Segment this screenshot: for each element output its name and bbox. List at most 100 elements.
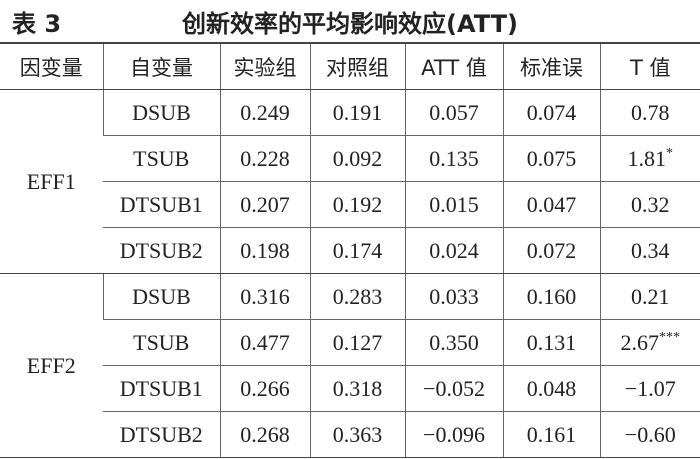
value-cell: 0.249 (219, 89, 310, 136)
value-cell: −1.07 (599, 365, 700, 412)
value-text: 0.363 (332, 421, 383, 447)
value-cell: 0.318 (309, 365, 405, 412)
table-body: EFF1 DSUB 0.249 0.191 0.057 0.074 0.78 TSUB 0.22… (0, 89, 700, 458)
value-cell: 0.192 (309, 181, 405, 228)
value-cell: 0.160 (502, 273, 600, 320)
value-text: 0.057 (429, 99, 479, 125)
value-cell: 0.127 (309, 319, 405, 366)
column-header: ATT 值 (404, 42, 503, 90)
variable-cell: DTSUB2 (103, 227, 220, 274)
value-cell: 0.074 (502, 89, 600, 136)
value-text: 0.192 (332, 191, 383, 217)
table-row: TSUB 0.228 0.092 0.135 0.075 1.81* (0, 135, 700, 182)
value-text: 0.32 (631, 191, 670, 217)
value-cell: 0.161 (502, 411, 600, 458)
variable-cell: TSUB (103, 319, 220, 366)
value-text: 0.316 (240, 283, 290, 309)
value-text: 0.015 (429, 191, 479, 217)
value-cell: 0.048 (502, 365, 600, 412)
title-bar: 创新效率的平均影响效应(ATT) 表 3 (0, 0, 700, 42)
table-row: DTSUB2 0.268 0.363 −0.096 0.161 −0.60 (0, 411, 700, 458)
value-text: 0.092 (332, 145, 383, 171)
value-text: 0.072 (526, 237, 577, 263)
table-label: 表 3 (12, 10, 62, 38)
value-cell: 0.198 (219, 227, 310, 274)
value-cell: 0.477 (219, 319, 310, 366)
value-text: −1.07 (624, 375, 676, 401)
value-cell: 0.174 (309, 227, 405, 274)
value-cell: 0.033 (404, 273, 503, 320)
value-text: 2.67 (620, 329, 660, 355)
value-cell: 0.207 (219, 181, 310, 228)
variable-cell: DTSUB1 (103, 181, 220, 228)
value-text: 0.161 (526, 421, 577, 447)
table-row: DTSUB2 0.198 0.174 0.024 0.072 0.34 (0, 227, 700, 274)
value-text: 0.135 (429, 145, 479, 171)
variable-cell: TSUB (103, 135, 220, 182)
value-text: 0.249 (240, 99, 290, 125)
value-cell: 2.67*** (599, 319, 700, 366)
value-cell: 0.092 (309, 135, 405, 182)
value-text: 0.207 (240, 191, 290, 217)
value-cell: 0.32 (599, 181, 700, 228)
value-text: 0.198 (240, 237, 290, 263)
table-title: 创新效率的平均影响效应(ATT) (182, 10, 518, 38)
value-cell: 0.266 (219, 365, 310, 412)
value-text: −0.60 (624, 421, 676, 447)
value-cell: 0.316 (219, 273, 310, 320)
value-cell: 0.363 (309, 411, 405, 458)
value-cell: 0.283 (309, 273, 405, 320)
value-text: 0.21 (631, 283, 670, 309)
value-text: 0.228 (240, 145, 290, 171)
value-text: 0.127 (332, 329, 383, 355)
value-text: 0.34 (631, 237, 670, 263)
value-text: 0.075 (526, 145, 577, 171)
group-cell: EFF2 (0, 273, 103, 458)
value-cell: 0.21 (599, 273, 700, 320)
value-text: −0.052 (423, 375, 485, 401)
value-text: 0.033 (429, 283, 479, 309)
results-table: 因变量 自变量 实验组 对照组 ATT 值标准误 T 值 EFF1 DSUB 0.249 0.1… (0, 42, 700, 458)
value-cell: 0.78 (599, 89, 700, 136)
variable-cell: DSUB (102, 273, 220, 320)
value-text: 0.024 (429, 237, 479, 263)
value-text: 0.78 (631, 99, 670, 125)
column-header: 标准误 (502, 42, 600, 90)
significance-mark: *** (659, 329, 680, 345)
column-header: 自变量 (102, 42, 220, 90)
group-cell: EFF1 (0, 89, 103, 274)
value-text: 1.81 (627, 145, 667, 171)
value-cell: 0.057 (404, 89, 503, 136)
column-header: 因变量 (0, 42, 103, 90)
value-cell: 0.075 (502, 135, 600, 182)
value-cell: 0.228 (219, 135, 310, 182)
value-cell: 0.131 (502, 319, 600, 366)
header-row: 因变量 自变量 实验组 对照组 ATT 值标准误 T 值 (0, 42, 700, 90)
value-text: 0.131 (526, 329, 577, 355)
value-cell: −0.60 (599, 411, 700, 458)
value-text: 0.047 (526, 191, 577, 217)
value-text: 0.160 (526, 283, 577, 309)
value-text: 0.477 (240, 329, 290, 355)
table-row: DTSUB1 0.207 0.192 0.015 0.047 0.32 (0, 181, 700, 228)
value-text: 0.074 (526, 99, 577, 125)
value-cell: 0.191 (309, 89, 405, 136)
value-cell: 1.81* (599, 135, 700, 182)
value-cell: 0.015 (404, 181, 503, 228)
column-header: T 值 (599, 42, 700, 90)
value-text: 0.266 (240, 375, 290, 401)
value-text: 0.283 (332, 283, 383, 309)
value-cell: 0.135 (404, 135, 503, 182)
value-text: 0.318 (332, 375, 383, 401)
value-cell: −0.052 (404, 365, 503, 412)
variable-cell: DSUB (102, 89, 220, 136)
value-cell: 0.047 (502, 181, 600, 228)
value-text: 0.268 (240, 421, 290, 447)
value-text: 0.350 (429, 329, 479, 355)
value-text: 0.191 (332, 99, 383, 125)
value-cell: 0.024 (404, 227, 503, 274)
column-header: 对照组 (309, 42, 405, 90)
value-cell: 0.072 (502, 227, 600, 274)
value-cell: −0.096 (404, 411, 503, 458)
